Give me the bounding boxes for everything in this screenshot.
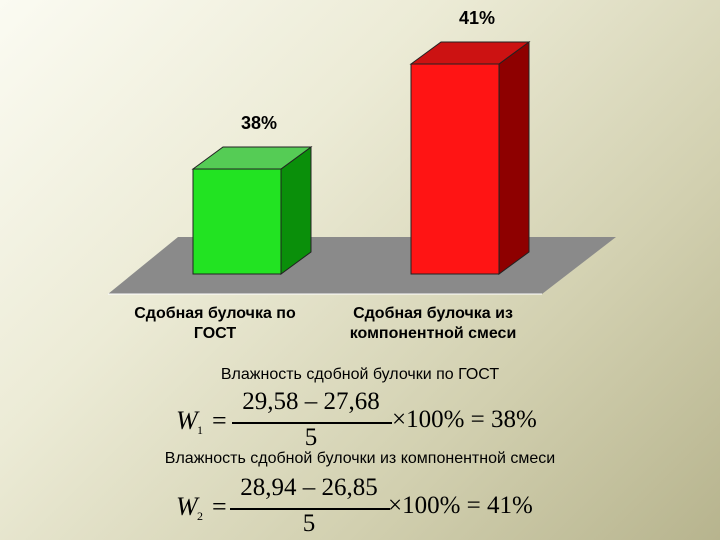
formula-2-numerator: 28,94 – 26,85: [240, 474, 378, 501]
formula-2-result: ×100% = 41%: [388, 492, 533, 519]
bar-2-front: [410, 63, 500, 275]
category-label-2-line-2: компонентной смеси: [350, 325, 517, 342]
bar-chart: 38% 41% Сдобная булочка по ГОСТ Сдобная бул…: [108, 8, 616, 342]
formula-2-fraction-bar: [230, 508, 390, 510]
formula-2-equals: =: [212, 492, 227, 521]
formula-1-subscript: 1: [197, 423, 203, 437]
formula-2-title: Влажность сдобной булочки из компонентно…: [164, 450, 556, 467]
formula-1-denominator: 5: [304, 424, 318, 451]
bar-2: [409, 41, 531, 275]
formula-1-result: ×100% = 38%: [392, 406, 537, 433]
formula-1-numerator: 29,58 – 27,68: [242, 388, 380, 415]
data-label-2: 41%: [459, 8, 495, 28]
data-label-1: 38%: [241, 113, 277, 133]
formula-2-subscript: 2: [197, 509, 203, 523]
formula-2: W 2 = 28,94 – 26,85 5 ×100% = 41%: [0, 470, 720, 540]
formula-2-symbol: W: [176, 492, 198, 521]
bar-1: [191, 146, 313, 275]
bar-2-side: [498, 41, 530, 275]
category-label-1-line-2: ГОСТ: [194, 325, 236, 342]
bar-1-front: [192, 168, 282, 275]
formula-1-fraction-bar: [232, 422, 392, 424]
formula-1-symbol: W: [176, 406, 198, 435]
formula-1-equals: =: [212, 406, 227, 435]
formula-2-denominator: 5: [302, 510, 316, 537]
category-label-1-line-1: Сдобная булочка по: [134, 305, 296, 322]
category-label-2-line-1: Сдобная булочка из: [353, 305, 513, 322]
formula-1-title: Влажность сдобной булочки по ГОСТ: [220, 366, 500, 383]
formula-1: W 1 = 29,58 – 27,68 5 ×100% = 38%: [0, 388, 720, 458]
chart-floor: [108, 237, 616, 294]
